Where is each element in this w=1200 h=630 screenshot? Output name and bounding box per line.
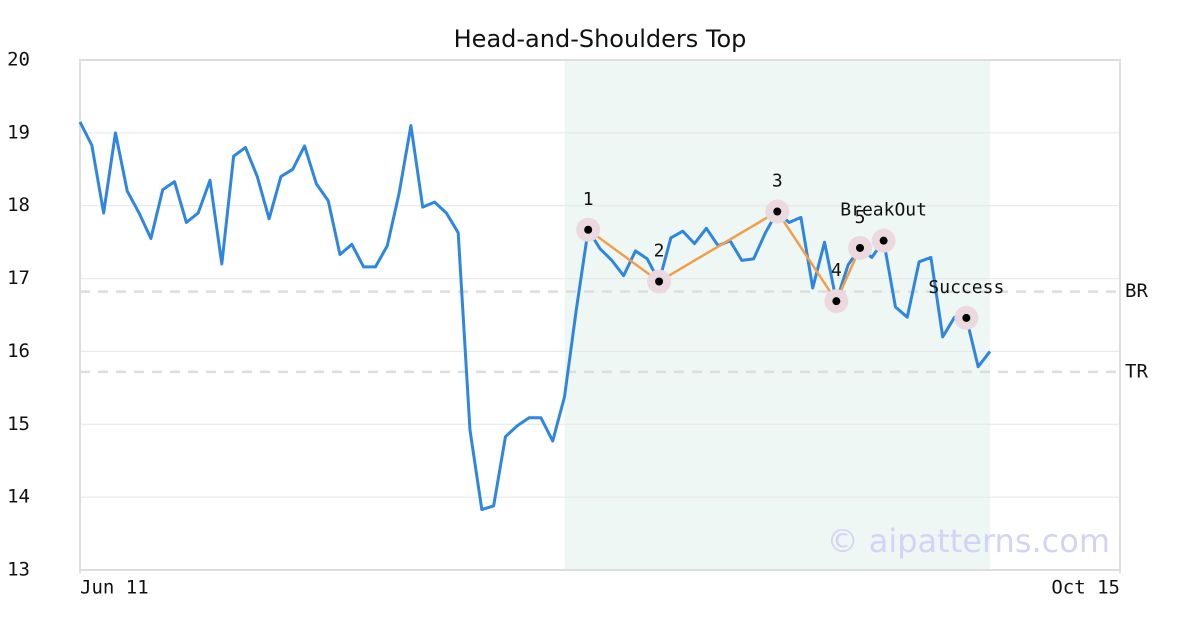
- y-tick-label: 16: [7, 340, 30, 362]
- y-tick-label: 19: [7, 121, 30, 143]
- point-label: 1: [583, 189, 594, 210]
- y-tick-label: 18: [7, 194, 30, 216]
- point-dot: [832, 297, 841, 306]
- point-label: 4: [831, 260, 842, 281]
- point-dot: [655, 277, 664, 286]
- y-tick-label: 14: [7, 486, 30, 508]
- pattern-region: [564, 60, 990, 570]
- chart-title: Head-and-Shoulders Top: [454, 25, 747, 53]
- watermark: © aipatterns.com: [827, 522, 1110, 560]
- plot-frame: [79, 59, 1121, 571]
- y-tick-label: 20: [7, 49, 30, 71]
- y-tick-label: 17: [7, 267, 30, 289]
- x-tick-label: Oct 15: [1051, 577, 1120, 599]
- point-dot: [962, 313, 971, 322]
- point-dot: [879, 236, 888, 245]
- point-label: Success: [928, 277, 1004, 298]
- point-label: 3: [772, 171, 783, 192]
- y-tick-label: 15: [7, 413, 30, 435]
- point-dot: [773, 207, 782, 216]
- point-label: BreakOut: [840, 200, 927, 221]
- level-label: BR: [1125, 280, 1148, 302]
- point-dot: [584, 225, 593, 234]
- y-tick-label: 13: [7, 559, 30, 581]
- point-dot: [856, 243, 864, 252]
- x-tick-label: Jun 11: [80, 577, 149, 599]
- level-label: TR: [1125, 360, 1148, 382]
- point-label: 5: [855, 207, 866, 228]
- point-label: 2: [654, 240, 665, 261]
